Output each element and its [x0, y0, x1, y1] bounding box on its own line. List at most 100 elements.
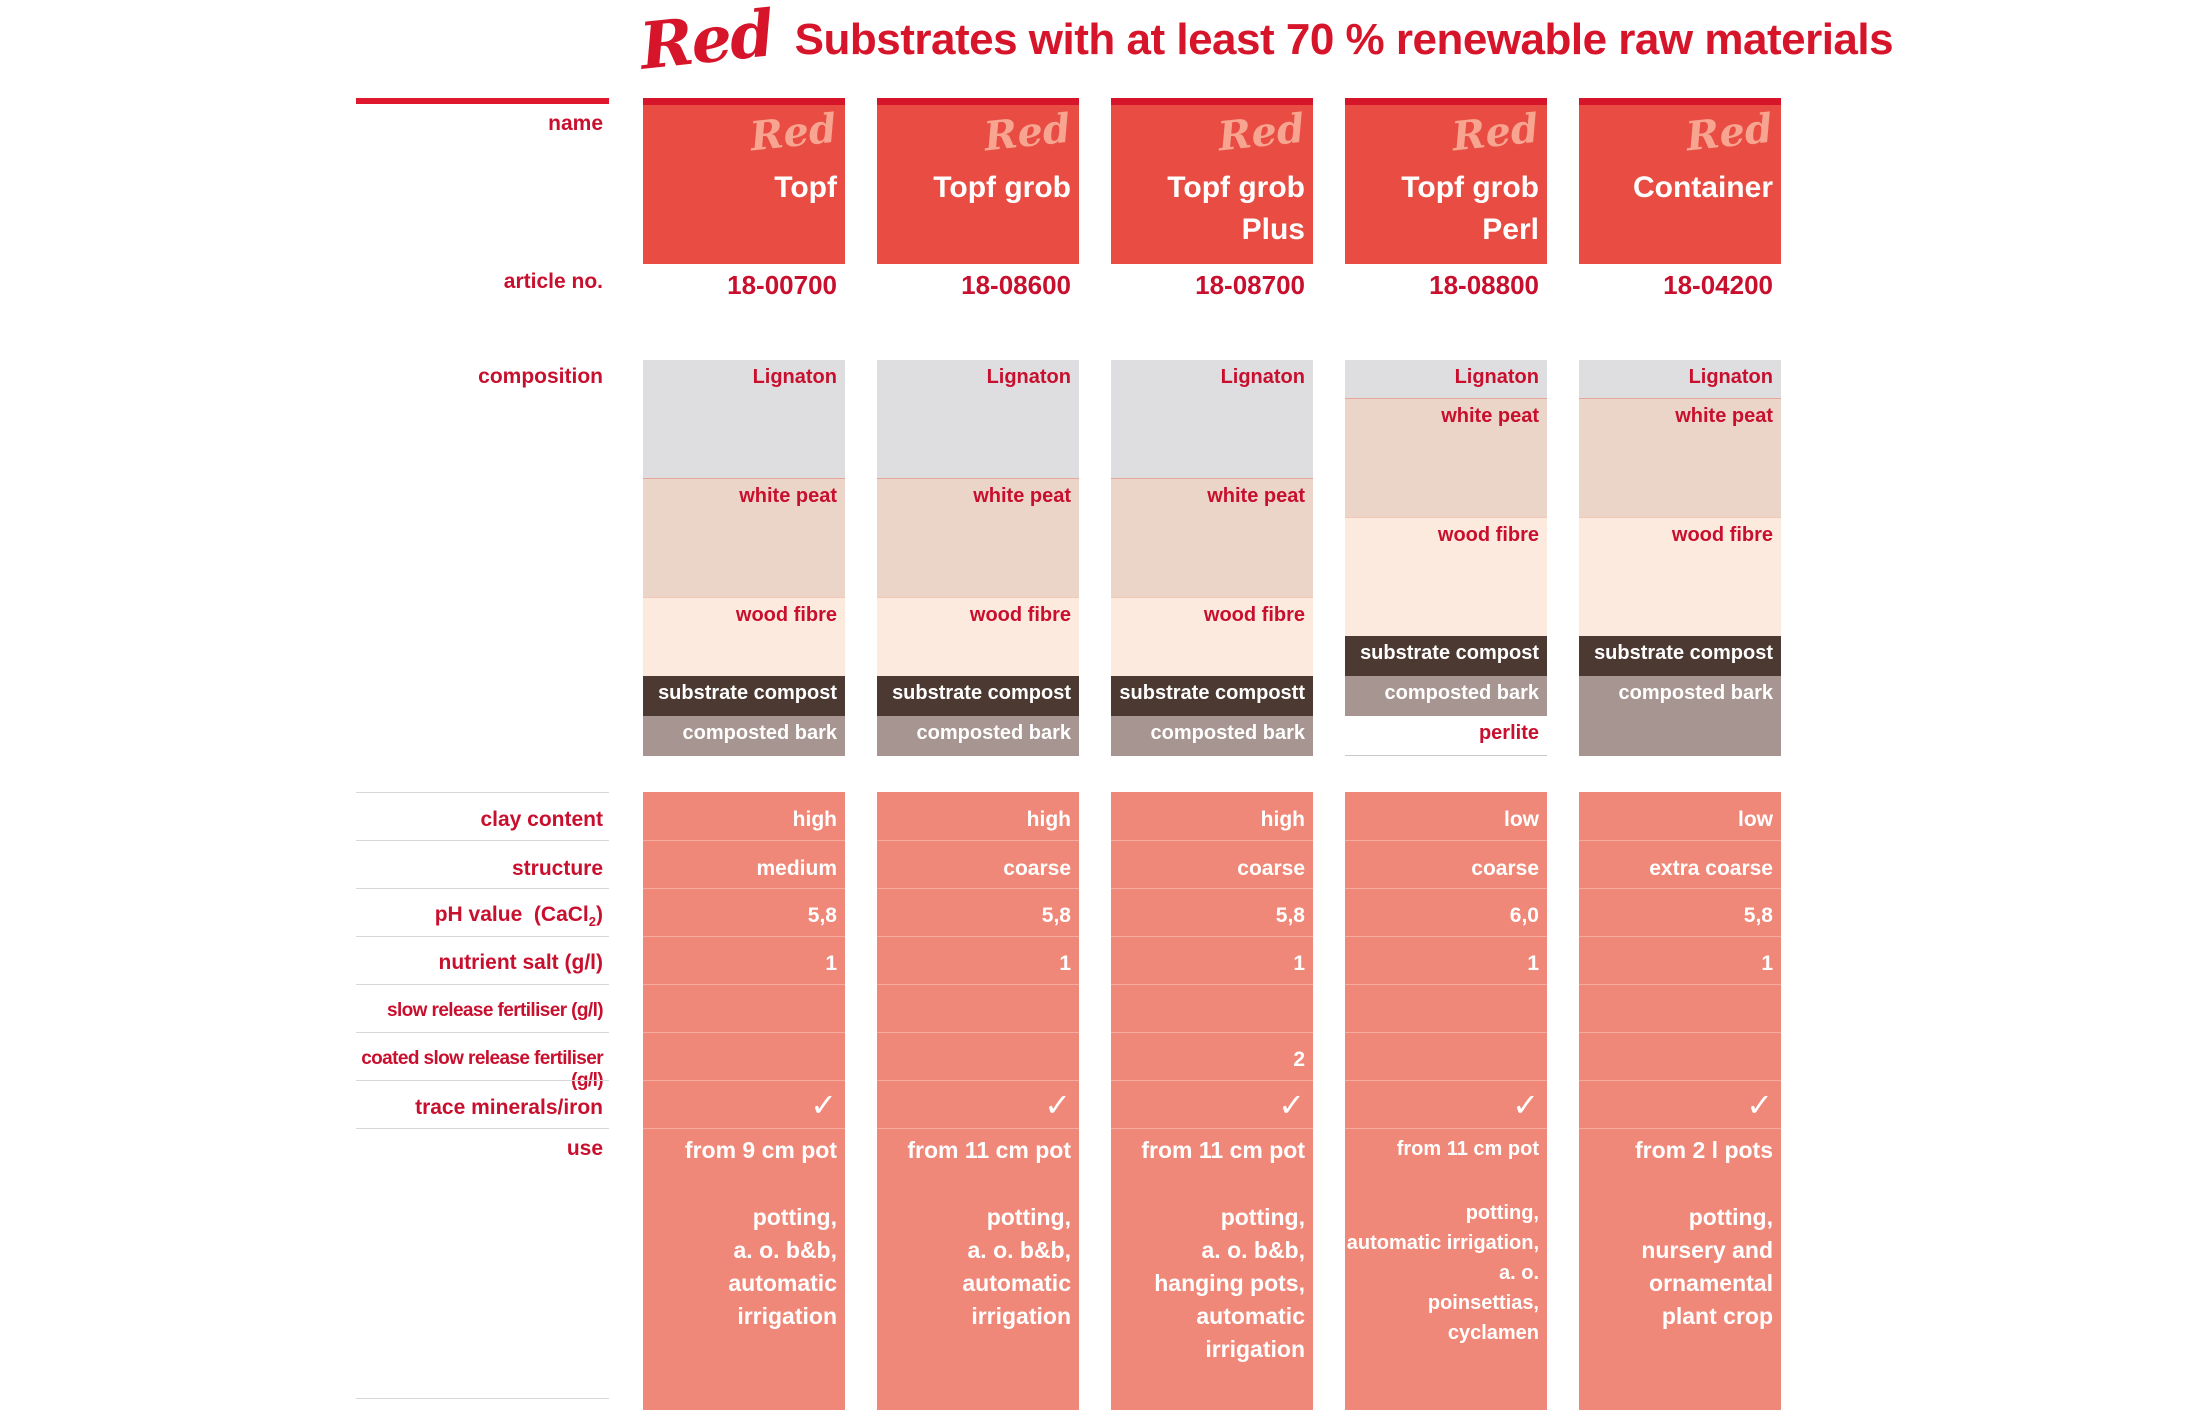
product-name: Topf grob Perl — [1401, 171, 1539, 246]
structure-value: coarse — [1237, 857, 1305, 880]
properties-panel — [877, 792, 1079, 1410]
row-divider — [1579, 888, 1781, 889]
row-divider — [356, 1032, 609, 1033]
row-divider — [1345, 1032, 1547, 1033]
article-number: 18-08700 — [1195, 270, 1305, 300]
nutrient-value: 1 — [1293, 952, 1305, 975]
checkmark-icon: ✓ — [1512, 1087, 1539, 1123]
clay-value: high — [1260, 808, 1305, 831]
row-divider — [356, 936, 609, 937]
product-header: Red Container — [1579, 98, 1781, 264]
composition-substrate-compost: substrate compost — [1345, 636, 1547, 676]
brand-logo: Red — [636, 0, 777, 85]
row-divider — [643, 1080, 845, 1081]
slow-release-value — [877, 1000, 1079, 1024]
composition-wood-fibre: wood fibre — [1345, 517, 1547, 636]
red-logo: Red — [1216, 104, 1308, 161]
row-divider — [877, 1128, 1079, 1129]
row-divider — [1111, 936, 1313, 937]
product-header: Red Topf grob Plus — [1111, 98, 1313, 264]
page-title: Substrates with at least 70 % renewable … — [794, 15, 1894, 64]
row-label-use: use — [566, 1137, 603, 1160]
row-divider — [1111, 1032, 1313, 1033]
row-divider — [643, 984, 845, 985]
row-divider — [1345, 888, 1547, 889]
use-text: from 11 cm pot potting, a. o. b&b, autom… — [907, 1137, 1071, 1329]
clay-value: high — [1026, 808, 1071, 831]
row-divider — [1579, 1080, 1781, 1081]
article-number: 18-08800 — [1429, 270, 1539, 300]
composition-lignaton: Lignaton — [1579, 360, 1781, 398]
checkmark-icon: ✓ — [1278, 1087, 1305, 1123]
composition-composted-bark: composted bark — [1111, 716, 1313, 756]
coated-value — [877, 1048, 1079, 1072]
clay-value: high — [792, 808, 837, 831]
composition-wood-fibre: wood fibre — [1579, 517, 1781, 636]
row-divider — [356, 1398, 609, 1399]
row-divider — [877, 1080, 1079, 1081]
checkmark-icon: ✓ — [810, 1087, 837, 1123]
properties-panel — [1345, 792, 1547, 1410]
composition-substrate-compost: substrate compostt — [1111, 676, 1313, 716]
row-divider — [1345, 984, 1547, 985]
nutrient-value: 1 — [1527, 952, 1539, 975]
row-divider — [356, 840, 609, 841]
row-divider — [356, 1080, 609, 1081]
composition-wood-fibre: wood fibre — [643, 597, 845, 676]
structure-value: extra coarse — [1649, 857, 1773, 880]
composition-substrate-compost: substrate compost — [1579, 636, 1781, 676]
ph-value: 5,8 — [1743, 904, 1773, 927]
properties-panel — [1579, 792, 1781, 1410]
use-text: from 11 cm pot potting, automatic irriga… — [1346, 1138, 1539, 1344]
clay-value: low — [1504, 808, 1539, 831]
composition-white-peat: white peat — [643, 478, 845, 597]
product-name: Topf grob Plus — [1167, 171, 1305, 246]
nutrient-value: 1 — [1761, 952, 1773, 975]
structure-value: coarse — [1003, 857, 1071, 880]
composition-perlite: perlite — [1345, 716, 1547, 756]
structure-value: coarse — [1471, 857, 1539, 880]
row-divider — [1111, 840, 1313, 841]
ph-value: 5,8 — [807, 904, 837, 927]
row-label-nutrient: nutrient salt (g/l) — [438, 951, 604, 974]
nutrient-value: 1 — [825, 952, 837, 975]
row-label-trace: trace minerals/iron — [415, 1096, 603, 1119]
coated-value — [643, 1048, 845, 1072]
product-header: Red Topf grob — [877, 98, 1079, 264]
composition-lignaton: Lignaton — [643, 360, 845, 478]
article-number: 18-08600 — [961, 270, 1071, 300]
row-label-ph: pH value (CaCl2) — [434, 903, 603, 930]
row-divider — [1579, 840, 1781, 841]
slow-release-value — [643, 1000, 845, 1024]
coated-value: 2 — [1293, 1048, 1305, 1071]
row-label-structure: structure — [511, 857, 603, 880]
composition-white-peat: white peat — [877, 478, 1079, 597]
composition-lignaton: Lignaton — [1111, 360, 1313, 478]
row-label-name: name — [548, 112, 603, 135]
row-divider — [1579, 1128, 1781, 1129]
composition-composted-bark: composted bark — [877, 716, 1079, 756]
use-text: from 2 l pots potting, nursery and ornam… — [1634, 1137, 1773, 1329]
article-number: 18-00700 — [727, 270, 837, 300]
row-divider — [877, 936, 1079, 937]
composition-composted-bark: composted bark — [1579, 676, 1781, 756]
ph-value: 6,0 — [1509, 904, 1539, 927]
composition-lignaton: Lignaton — [877, 360, 1079, 478]
red-logo: Red — [1450, 104, 1542, 161]
product-name: Topf grob — [933, 171, 1071, 204]
row-divider — [1111, 984, 1313, 985]
structure-value: medium — [756, 857, 837, 880]
row-divider — [643, 1032, 845, 1033]
composition-substrate-compost: substrate compost — [877, 676, 1079, 716]
row-divider — [643, 888, 845, 889]
composition-wood-fibre: wood fibre — [877, 597, 1079, 676]
composition-composted-bark: composted bark — [1345, 676, 1547, 716]
row-divider — [877, 840, 1079, 841]
slow-release-value — [1579, 1000, 1781, 1024]
properties-panel — [1111, 792, 1313, 1410]
row-divider — [643, 840, 845, 841]
row-divider — [1111, 1080, 1313, 1081]
use-text: from 9 cm pot potting, a. o. b&b, automa… — [684, 1137, 837, 1329]
row-divider — [356, 1128, 609, 1129]
row-divider — [877, 984, 1079, 985]
